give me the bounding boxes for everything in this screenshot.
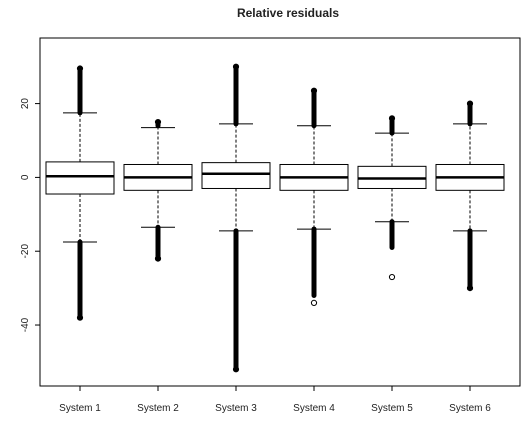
x-tick-label: System 2: [137, 403, 179, 414]
x-tick-label: System 6: [449, 403, 491, 414]
outlier-point: [388, 273, 396, 281]
outlier-point: [310, 299, 318, 306]
y-tick-label: -20: [20, 244, 31, 259]
chart-title: Relative residuals: [237, 6, 339, 20]
x-tick-label: System 3: [215, 403, 257, 414]
plot-frame: [39, 37, 521, 387]
y-tick-label: -40: [20, 317, 31, 332]
outlier-point: [310, 87, 318, 94]
box-6: [435, 100, 505, 292]
y-tick-label: 0: [20, 174, 31, 180]
x-axis: System 1 System 2 System 3 System 4 System 5…: [59, 386, 491, 414]
box-iqr: [201, 162, 271, 189]
x-tick-label: System 4: [293, 403, 335, 414]
outlier-point: [466, 100, 474, 107]
box-iqr: [45, 161, 115, 195]
box-series: [45, 63, 505, 373]
outlier-point: [232, 63, 240, 70]
y-axis: 20 0 -20 -40: [20, 98, 40, 332]
x-tick-label: System 1: [59, 403, 101, 414]
outlier-point: [154, 255, 162, 262]
box-2: [123, 118, 193, 262]
outlier-point: [388, 115, 396, 122]
x-tick-label: System 5: [371, 403, 413, 414]
outlier-point: [232, 366, 240, 373]
y-tick-label: 20: [20, 98, 31, 110]
box-4: [279, 87, 349, 306]
outlier-point: [76, 314, 84, 321]
box-3: [201, 63, 271, 373]
box-5: [357, 115, 427, 281]
outlier-point: [154, 118, 162, 126]
outlier-point: [466, 285, 474, 292]
outlier-point: [76, 65, 84, 72]
box-1: [45, 65, 115, 321]
